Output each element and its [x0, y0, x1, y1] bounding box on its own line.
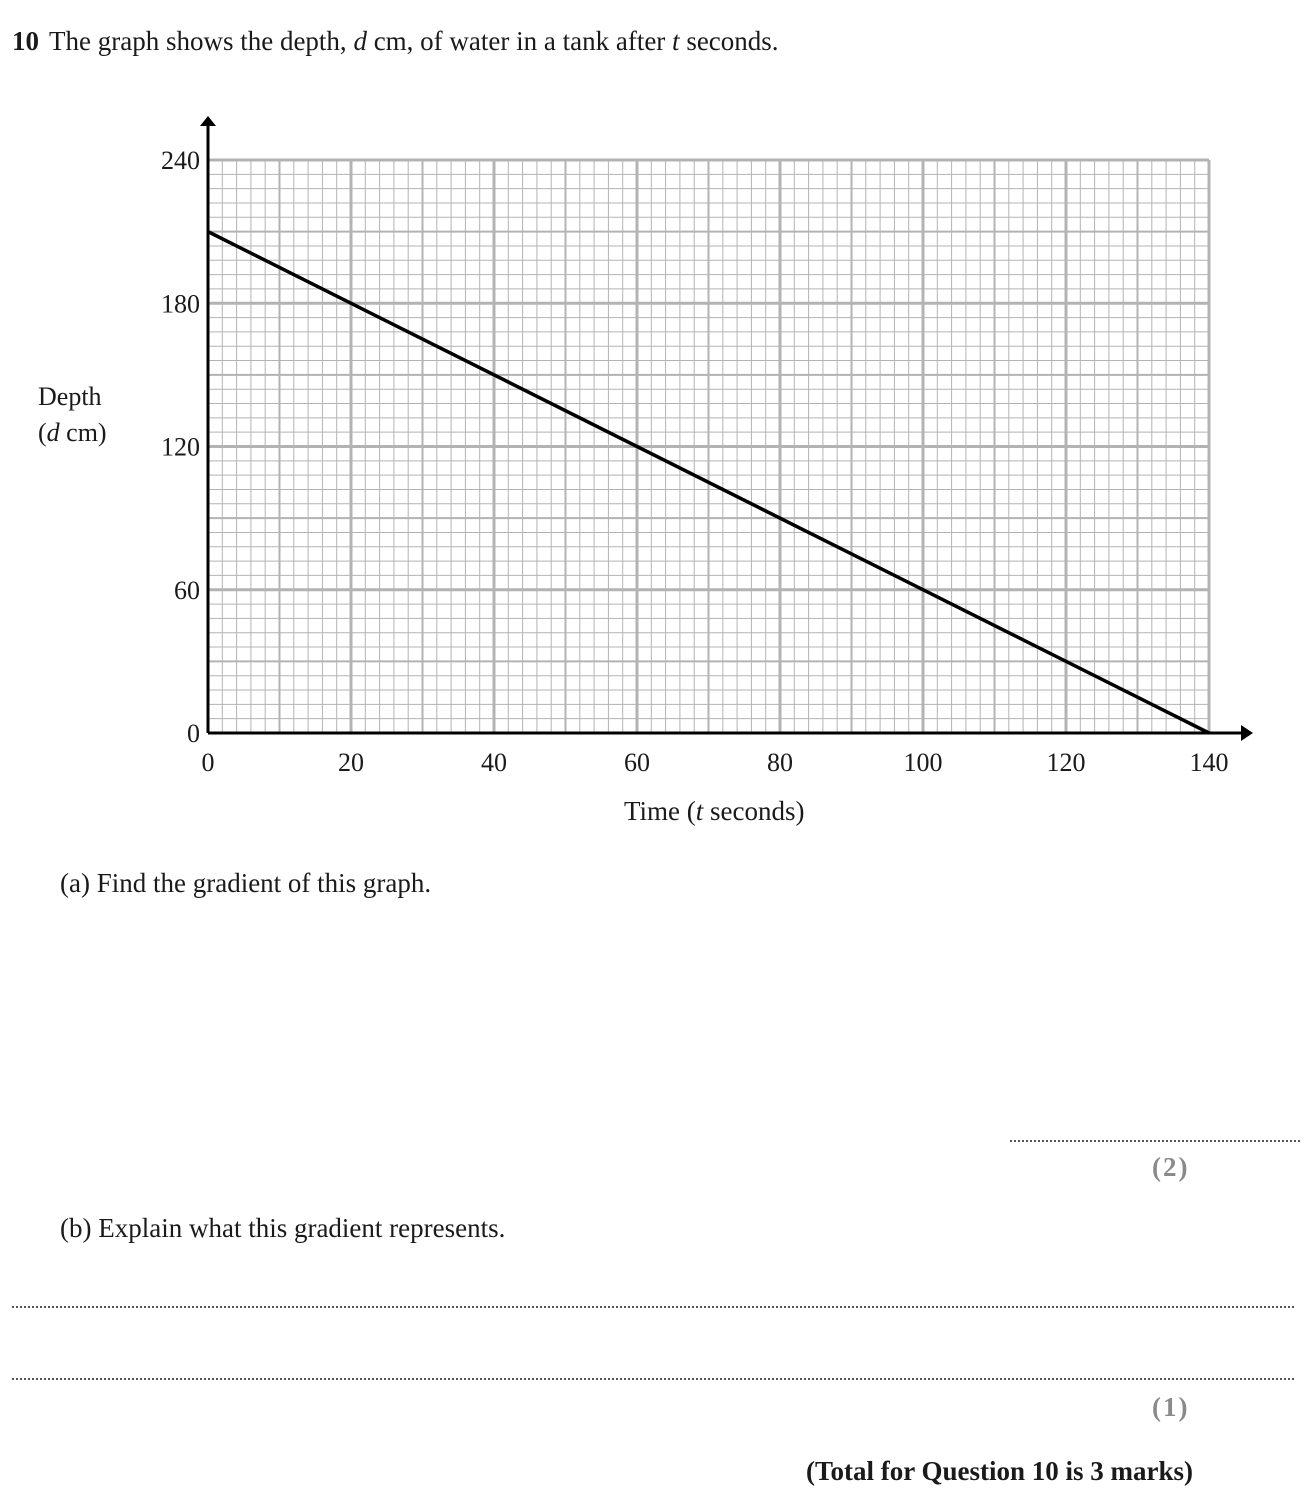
ylabel-var-d: d: [46, 418, 60, 447]
x-tick-label: 100: [904, 748, 943, 777]
ylabel-open: (: [38, 418, 47, 447]
y-axis-arrow: [200, 116, 216, 126]
question-number: 10: [12, 26, 39, 56]
x-tick-label: 140: [1190, 748, 1229, 777]
ylabel-close: cm): [59, 418, 107, 447]
x-tick-label: 40: [481, 748, 507, 777]
x-tick-label: 0: [202, 748, 215, 777]
x-tick-label: 80: [767, 748, 793, 777]
part-b-question: (b) Explain what this gradient represent…: [60, 1213, 505, 1244]
x-tick-label: 60: [624, 748, 650, 777]
y-tick-label: 0: [187, 719, 200, 748]
xlabel-text-1: Time (: [624, 796, 696, 826]
part-b-marks: (1): [1152, 1392, 1190, 1422]
part-b-text: Explain what this gradient represents.: [98, 1213, 506, 1243]
x-tick-label: 20: [338, 748, 364, 777]
part-b-label: (b): [60, 1213, 92, 1243]
part-a-label: (a): [60, 868, 90, 898]
part-a-answer-line[interactable]: [1010, 1140, 1300, 1142]
x-tick-label: 120: [1047, 748, 1086, 777]
stem-var-t: t: [672, 26, 680, 56]
xlabel-var-t: t: [695, 796, 704, 826]
stem-var-d: d: [353, 26, 367, 56]
part-b-answer-line-2[interactable]: [12, 1378, 1294, 1380]
part-a-question: (a) Find the gradient of this graph.: [60, 868, 431, 899]
y-tick-label: 60: [174, 576, 200, 605]
depth-line: [207, 230, 1210, 735]
part-b-answer-line-1[interactable]: [12, 1306, 1294, 1308]
stem-text-3: seconds.: [679, 26, 779, 56]
question-stem: 10 The graph shows the depth, d cm, of wa…: [12, 26, 779, 57]
depth-time-graph: 0 20 40 60 80 100 120 140 0 60 120 180 240: [161, 116, 1253, 777]
x-axis-label: Time (t seconds): [624, 796, 805, 827]
y-axis-label-line2: (d cm): [38, 418, 118, 448]
stem-text-2: cm, of water in a tank after: [366, 26, 673, 56]
y-tick-label: 240: [161, 146, 200, 175]
y-axis-label-line1: Depth: [38, 382, 102, 411]
x-axis-arrow: [1241, 725, 1253, 741]
stem-text-1: The graph shows the depth,: [49, 26, 354, 56]
xlabel-text-2: seconds): [703, 796, 805, 826]
part-a-marks: (2): [1152, 1152, 1190, 1182]
part-a-text: Find the gradient of this graph.: [96, 868, 432, 898]
y-tick-label: 180: [161, 289, 200, 318]
question-total: (Total for Question 10 is 3 marks): [805, 1456, 1193, 1486]
y-tick-label: 120: [161, 433, 200, 462]
